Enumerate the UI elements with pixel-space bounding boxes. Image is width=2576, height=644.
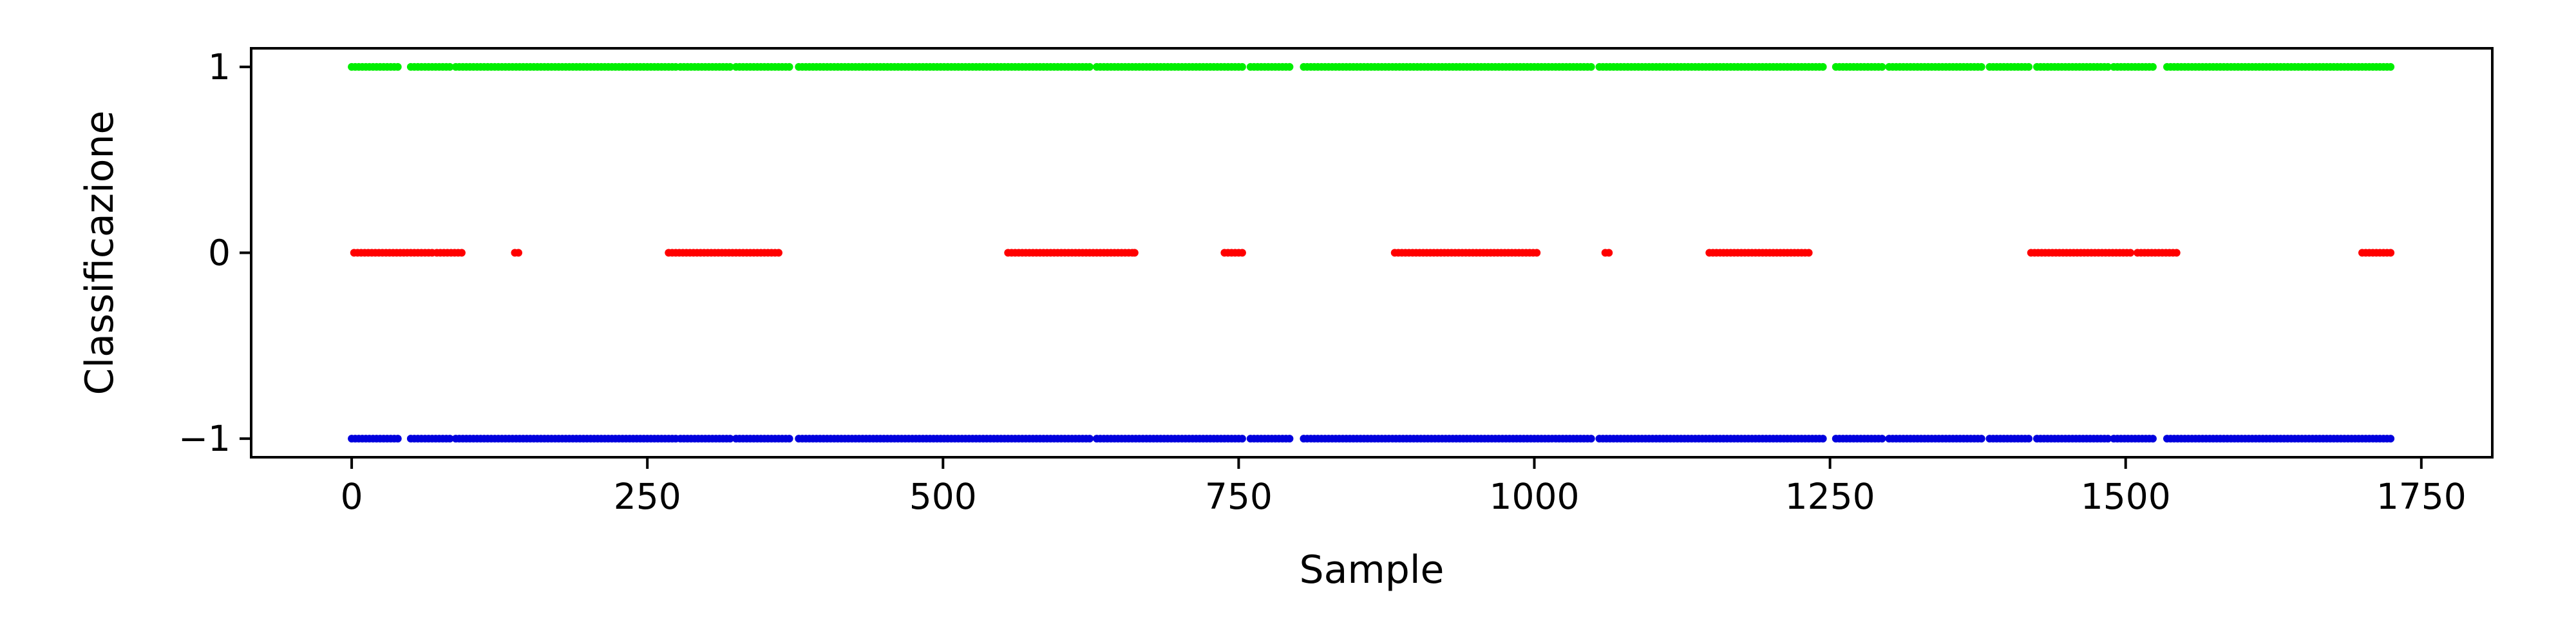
data-points <box>348 62 2395 443</box>
data-point <box>785 435 793 443</box>
data-point <box>1878 435 1886 443</box>
data-point <box>2025 62 2033 71</box>
data-point <box>1977 62 1985 71</box>
data-point <box>726 435 734 443</box>
data-point <box>1878 62 1886 71</box>
data-point <box>2148 435 2157 443</box>
axis-ticks: 0 250 500 750 1000 1250 1500 1750 −1 0 1 <box>178 46 2467 517</box>
x-tick-label: 1250 <box>1785 476 1875 517</box>
data-point <box>1130 249 1139 257</box>
data-point <box>2025 435 2033 443</box>
data-point <box>457 249 466 257</box>
data-point <box>1819 62 1827 71</box>
data-point <box>1587 435 1595 443</box>
y-axis-label: Classificazione <box>77 111 122 395</box>
data-point <box>393 62 402 71</box>
data-point <box>515 249 522 257</box>
data-point <box>2387 62 2395 71</box>
data-point <box>446 62 454 71</box>
data-point <box>2148 62 2157 71</box>
data-point <box>2104 62 2112 71</box>
data-point <box>1587 62 1595 71</box>
x-tick-label: 0 <box>341 476 363 517</box>
data-point <box>2387 435 2395 443</box>
series-y-1 <box>348 62 2395 71</box>
data-point <box>1086 435 1094 443</box>
data-point <box>1804 249 1813 257</box>
x-axis-label: Sample <box>1300 547 1444 592</box>
data-point <box>1238 62 1246 71</box>
series-y-0 <box>350 249 2395 257</box>
y-tick-label: 0 <box>208 232 231 274</box>
data-point <box>1819 435 1827 443</box>
x-tick-label: 750 <box>1205 476 1273 517</box>
data-point <box>1285 62 1294 71</box>
data-point <box>785 62 793 71</box>
x-tick-label: 250 <box>614 476 681 517</box>
data-point <box>2126 249 2135 257</box>
data-point <box>393 435 402 443</box>
data-point <box>446 435 454 443</box>
data-point <box>1238 249 1246 257</box>
x-tick-label: 500 <box>909 476 977 517</box>
data-point <box>2172 249 2181 257</box>
data-point <box>2104 435 2112 443</box>
plot-frame <box>250 47 2494 459</box>
x-tick-label: 1500 <box>2081 476 2171 517</box>
data-point <box>1977 435 1985 443</box>
x-tick-label: 1750 <box>2376 476 2467 517</box>
data-point <box>775 249 782 257</box>
series-y--1 <box>348 435 2395 443</box>
data-point <box>1533 249 1541 257</box>
data-point <box>2387 249 2395 257</box>
data-point <box>1605 249 1613 257</box>
data-point <box>1285 435 1294 443</box>
data-point <box>726 62 734 71</box>
y-tick-label: 1 <box>208 46 231 88</box>
y-tick-label: −1 <box>178 418 231 459</box>
data-point <box>1086 62 1094 71</box>
data-point <box>1238 435 1246 443</box>
x-tick-label: 1000 <box>1490 476 1580 517</box>
